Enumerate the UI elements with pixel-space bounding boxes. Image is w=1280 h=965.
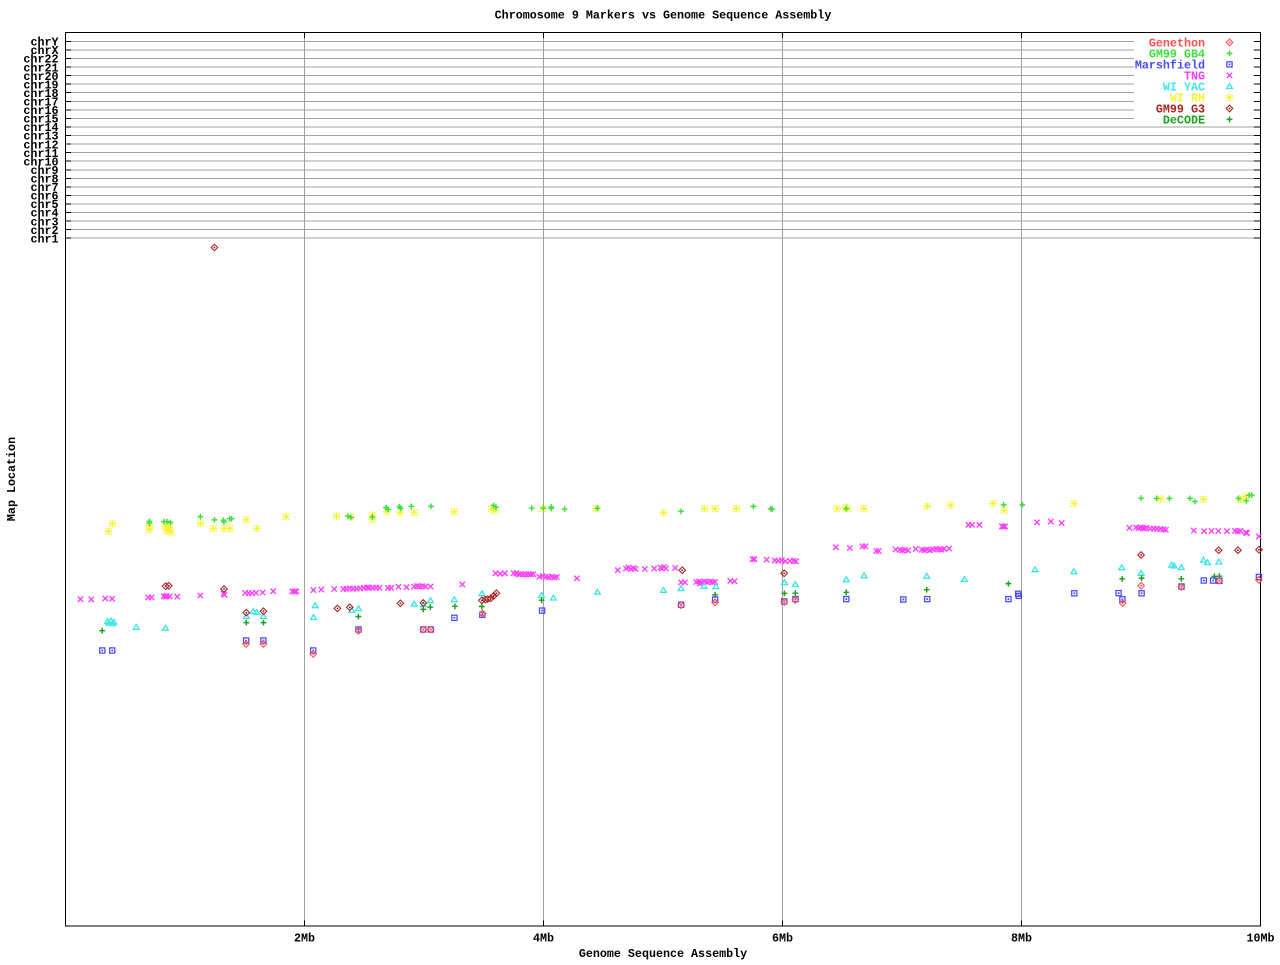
svg-text:chr12: chr12 bbox=[23, 138, 58, 152]
svg-text:WI RH: WI RH bbox=[1170, 92, 1205, 106]
svg-text:chr4: chr4 bbox=[30, 207, 58, 221]
svg-text:chr14: chr14 bbox=[23, 121, 58, 135]
svg-text:GM99 GB4: GM99 GB4 bbox=[1149, 48, 1205, 62]
svg-text:chr18: chr18 bbox=[23, 87, 58, 101]
svg-text:Genome Sequence Assembly: Genome Sequence Assembly bbox=[579, 947, 747, 960]
svg-text:chr19: chr19 bbox=[23, 78, 58, 92]
svg-text:6Mb: 6Mb bbox=[772, 932, 793, 946]
svg-text:chr20: chr20 bbox=[23, 70, 58, 84]
svg-text:4Mb: 4Mb bbox=[533, 932, 554, 946]
svg-text:Chromosome 9 Markers vs Genome: Chromosome 9 Markers vs Genome Sequence … bbox=[495, 9, 832, 23]
svg-text:chr6: chr6 bbox=[30, 190, 58, 204]
svg-text:chr5: chr5 bbox=[30, 198, 58, 212]
svg-text:2Mb: 2Mb bbox=[294, 932, 315, 946]
svg-text:TNG: TNG bbox=[1184, 70, 1205, 84]
svg-text:DeCODE: DeCODE bbox=[1163, 114, 1205, 128]
svg-text:chr11: chr11 bbox=[23, 147, 58, 161]
svg-text:chr10: chr10 bbox=[23, 155, 58, 169]
svg-text:Map Location: Map Location bbox=[5, 437, 19, 521]
svg-text:chr3: chr3 bbox=[30, 215, 58, 229]
svg-text:chrY: chrY bbox=[30, 36, 58, 50]
svg-text:chr15: chr15 bbox=[23, 113, 58, 127]
svg-text:chr2: chr2 bbox=[30, 224, 58, 238]
svg-text:8Mb: 8Mb bbox=[1011, 932, 1032, 946]
svg-text:chr21: chr21 bbox=[23, 61, 58, 75]
svg-text:chr1: chr1 bbox=[30, 232, 58, 246]
svg-text:chr22: chr22 bbox=[23, 53, 58, 67]
svg-text:WI YAC: WI YAC bbox=[1163, 81, 1205, 95]
svg-text:Marshfield: Marshfield bbox=[1135, 59, 1205, 73]
svg-text:chr7: chr7 bbox=[30, 181, 58, 195]
svg-text:Genethon: Genethon bbox=[1149, 37, 1205, 51]
svg-text:chr16: chr16 bbox=[23, 104, 58, 118]
svg-text:10Mb: 10Mb bbox=[1246, 932, 1274, 946]
svg-text:chr13: chr13 bbox=[23, 130, 58, 144]
svg-text:GM99 G3: GM99 G3 bbox=[1156, 103, 1205, 117]
svg-text:chr9: chr9 bbox=[30, 164, 58, 178]
svg-text:chr8: chr8 bbox=[30, 173, 58, 187]
svg-text:chrX: chrX bbox=[30, 44, 59, 58]
svg-text:chr17: chr17 bbox=[23, 96, 58, 110]
